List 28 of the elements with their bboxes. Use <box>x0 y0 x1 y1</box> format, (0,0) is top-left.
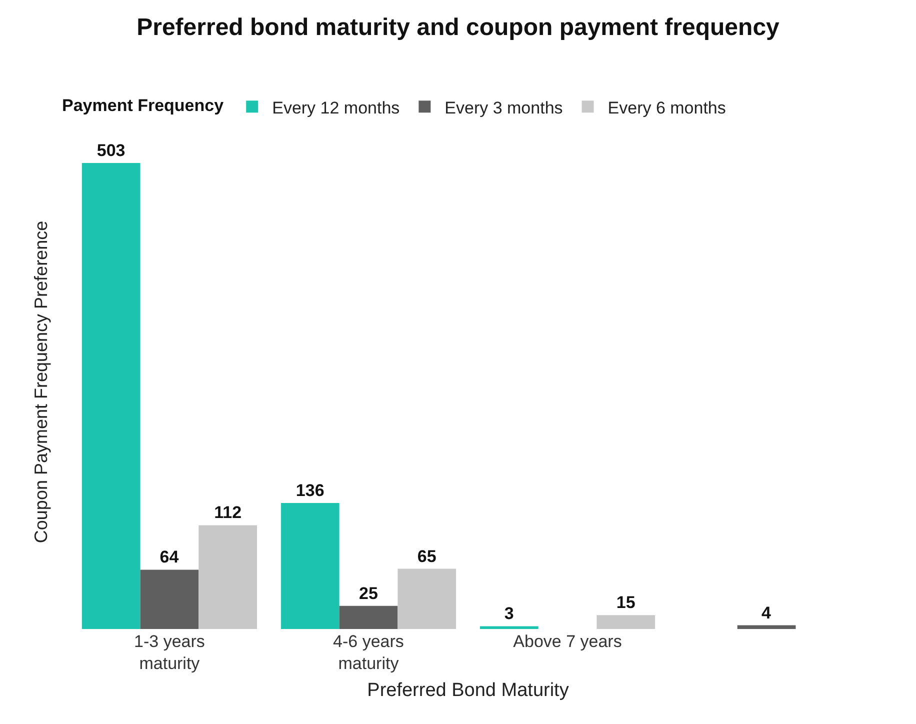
data-label: 3 <box>504 604 514 624</box>
legend-label: Every 12 months <box>272 98 400 118</box>
bar <box>737 625 796 629</box>
x-tick-label: 1-3 years maturity <box>134 632 205 674</box>
bar <box>280 502 340 629</box>
bar <box>140 570 199 629</box>
data-label: 136 <box>296 480 324 500</box>
y-axis-title: Coupon Payment Frequency Preference <box>31 220 52 544</box>
data-label: 503 <box>96 140 126 160</box>
x-axis-title: Preferred Bond Maturity <box>367 680 570 701</box>
data-label: 64 <box>160 548 180 567</box>
legend-label: Every 3 months <box>444 98 563 118</box>
data-label: 15 <box>616 593 636 612</box>
bar <box>480 626 538 629</box>
bar <box>82 162 140 629</box>
bar <box>398 568 456 629</box>
legend-label: Every 6 months <box>608 98 726 118</box>
data-label: 112 <box>214 503 242 522</box>
bar <box>339 606 398 629</box>
data-label: 65 <box>417 546 436 566</box>
data-label: 25 <box>359 584 378 603</box>
data-label: 4 <box>762 603 772 622</box>
legend-title: Payment Frequency <box>62 96 224 116</box>
bar <box>596 615 656 629</box>
x-tick-label: Above 7 years <box>513 632 622 651</box>
bar <box>198 525 258 629</box>
x-tick-label: 4-6 years maturity <box>333 632 404 674</box>
chart-title: Preferred bond maturity and coupon payment frequency <box>136 14 780 41</box>
